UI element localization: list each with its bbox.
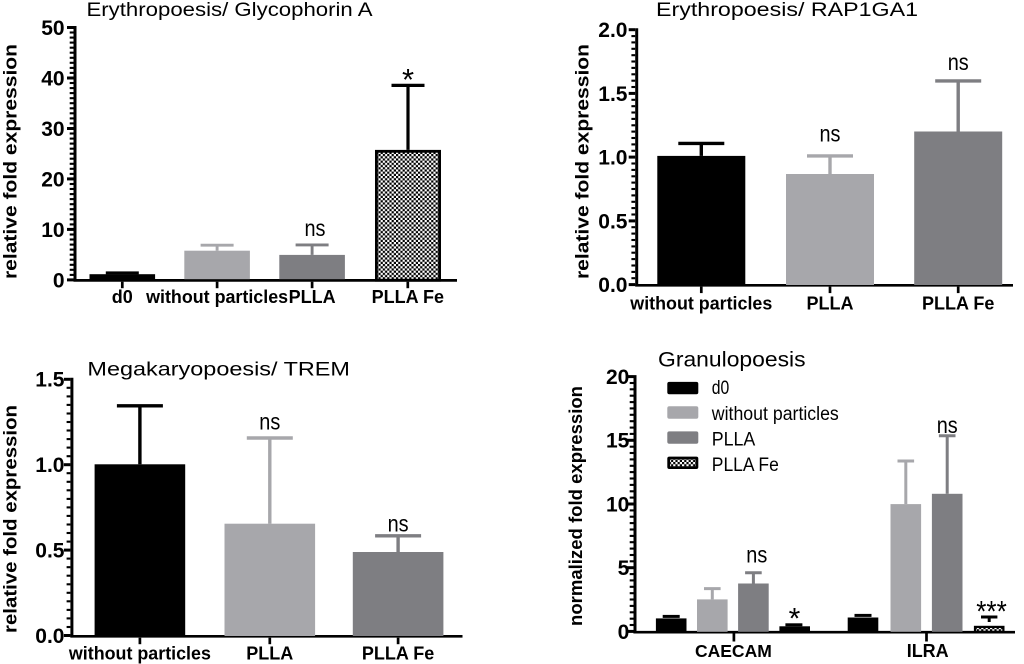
svg-text:0.5: 0.5 — [598, 210, 628, 233]
svg-text:normalized fold expression: normalized fold expression — [566, 386, 586, 626]
svg-text:without particles: without particles — [68, 644, 211, 664]
svg-text:PLLA Fe: PLLA Fe — [922, 293, 994, 313]
svg-text:CAECAM: CAECAM — [695, 641, 772, 661]
svg-text:0.0: 0.0 — [35, 625, 64, 648]
svg-text:0.5: 0.5 — [35, 540, 65, 563]
svg-text:PLLA: PLLA — [712, 429, 756, 450]
svg-text:1.0: 1.0 — [598, 147, 627, 170]
svg-text:0: 0 — [618, 621, 630, 644]
svg-text:PLLA Fe: PLLA Fe — [362, 644, 434, 664]
svg-text:without particles: without particles — [629, 293, 772, 313]
svg-text:d0: d0 — [112, 287, 133, 307]
svg-text:Megakaryopoesis/ TREM: Megakaryopoesis/ TREM — [87, 358, 350, 380]
svg-text:0.0: 0.0 — [598, 274, 627, 297]
svg-text:without particles: without particles — [711, 404, 839, 425]
svg-text:ILRA: ILRA — [907, 641, 949, 661]
svg-text:Erythropoesis/ RAP1GA1: Erythropoesis/ RAP1GA1 — [656, 0, 918, 21]
svg-text:Granulopoesis: Granulopoesis — [658, 347, 806, 371]
svg-text:Erythropoesis/ Glycophorin A: Erythropoesis/ Glycophorin A — [87, 0, 373, 21]
svg-text:1.5: 1.5 — [598, 83, 628, 106]
svg-text:without particles: without particles — [145, 287, 288, 307]
svg-text:10: 10 — [606, 493, 629, 516]
svg-text:20: 20 — [606, 366, 629, 389]
svg-text:ns: ns — [746, 542, 767, 568]
svg-text:***: *** — [976, 596, 1007, 629]
svg-text:50: 50 — [41, 17, 64, 40]
svg-text:1.5: 1.5 — [35, 369, 65, 392]
svg-text:*: * — [789, 602, 801, 635]
svg-text:1.0: 1.0 — [35, 454, 64, 477]
svg-text:5: 5 — [618, 557, 630, 580]
svg-text:0: 0 — [53, 269, 65, 292]
svg-text:PLLA Fe: PLLA Fe — [372, 287, 444, 307]
svg-text:PLLA: PLLA — [807, 293, 854, 313]
svg-text:ns: ns — [305, 215, 326, 241]
svg-text:ns: ns — [937, 412, 958, 438]
svg-text:10: 10 — [41, 219, 64, 242]
svg-text:ns: ns — [388, 511, 409, 537]
svg-text:PLLA Fe: PLLA Fe — [712, 455, 779, 476]
svg-text:ns: ns — [948, 49, 969, 75]
svg-text:2.0: 2.0 — [598, 19, 627, 42]
svg-text:*: * — [402, 62, 414, 97]
svg-text:PLLA: PLLA — [289, 287, 336, 307]
svg-text:15: 15 — [606, 430, 630, 453]
svg-text:20: 20 — [41, 168, 64, 191]
svg-text:relative fold expression: relative fold expression — [573, 44, 593, 279]
svg-text:30: 30 — [41, 118, 64, 141]
svg-text:ns: ns — [259, 409, 280, 435]
svg-text:PLLA: PLLA — [246, 644, 293, 664]
svg-text:ns: ns — [820, 120, 841, 146]
svg-text:relative fold expression: relative fold expression — [1, 44, 21, 279]
svg-text:d0: d0 — [712, 378, 730, 399]
svg-text:40: 40 — [41, 67, 64, 90]
svg-text:relative fold expression: relative fold expression — [1, 405, 21, 633]
